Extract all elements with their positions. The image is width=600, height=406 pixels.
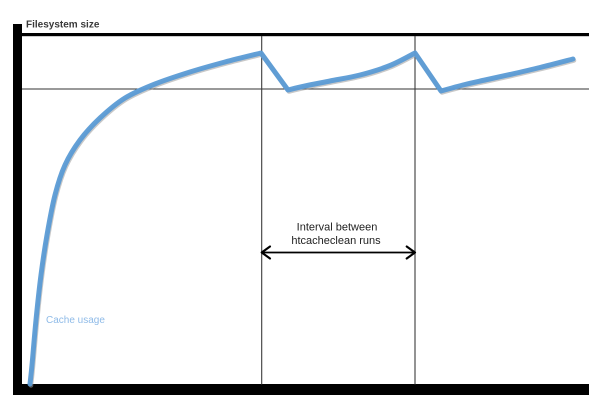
svg-text:Filesystem size: Filesystem size (26, 20, 100, 31)
svg-text:htcacheclean runs: htcacheclean runs (291, 235, 381, 247)
svg-text:Cache usage: Cache usage (46, 315, 105, 326)
svg-text:Interval between: Interval between (297, 222, 378, 234)
